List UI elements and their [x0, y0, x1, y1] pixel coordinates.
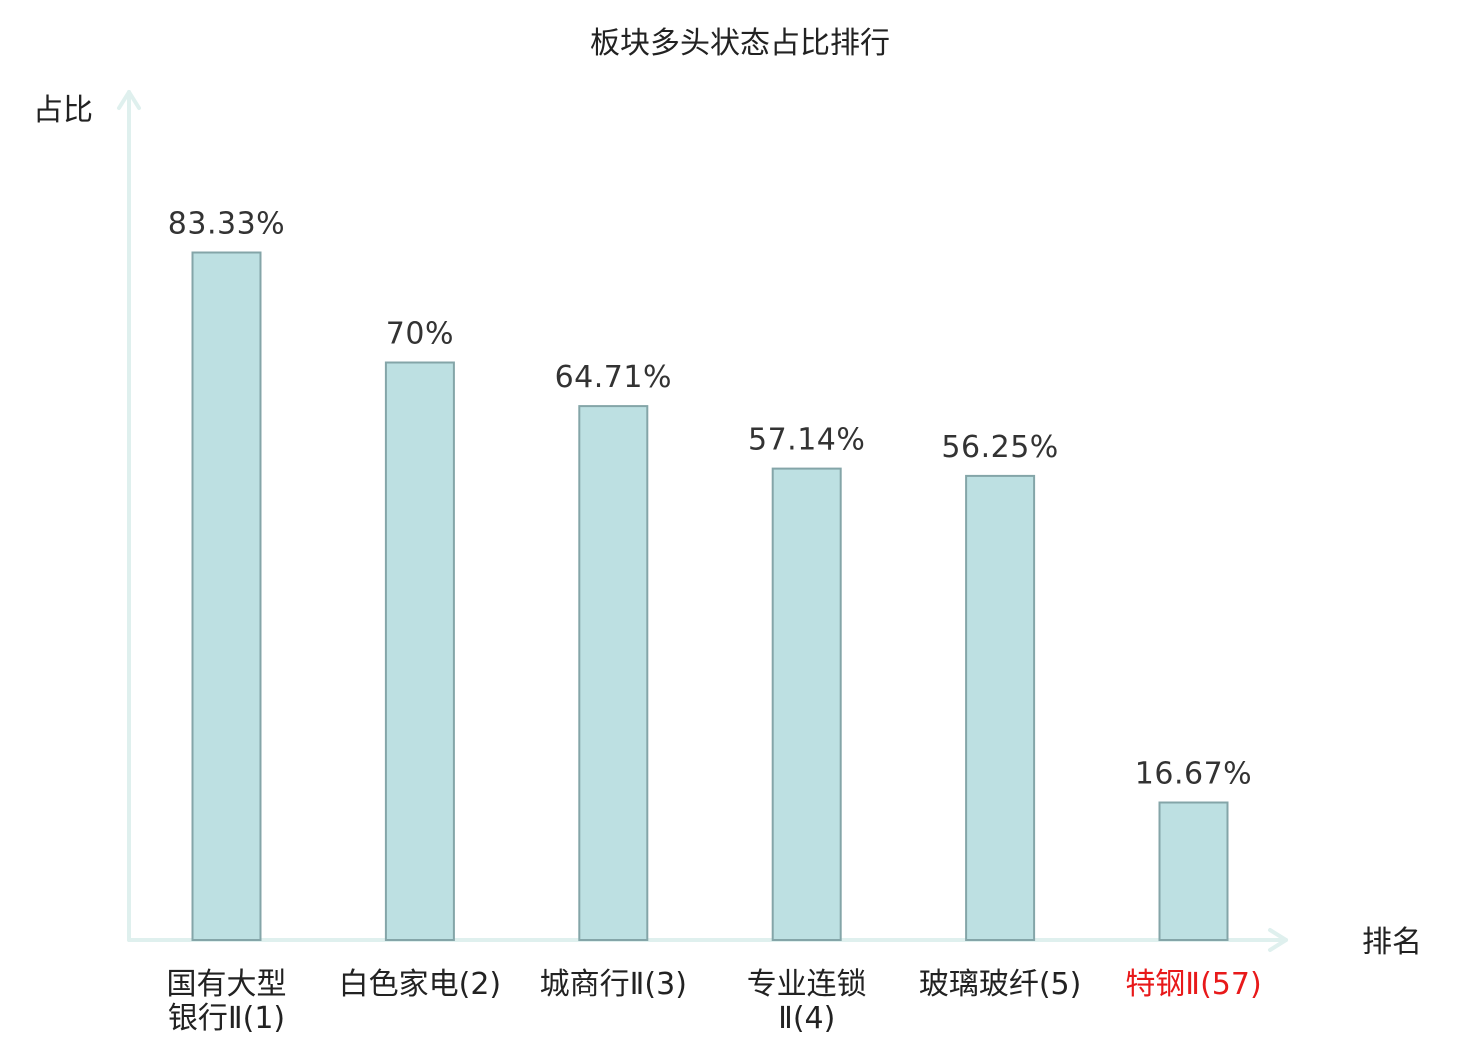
y-axis-label: 占比 [33, 93, 93, 128]
y-axis-arrow-icon [117, 90, 141, 110]
bar [1158, 801, 1229, 941]
bars [191, 251, 1229, 942]
category-label: 国有大型银行Ⅱ(1) [167, 967, 287, 1036]
bar [384, 361, 455, 941]
category-label: 玻璃玻纤(5) [919, 967, 1082, 1002]
value-label: 16.67% [1135, 757, 1252, 792]
x-axis-arrow-icon [1268, 928, 1288, 952]
category-labels: 国有大型银行Ⅱ(1) 白色家电(2) 城商行Ⅱ(3) 专业连锁 Ⅱ(4) 玻璃玻纤(5) 特… [167, 967, 1262, 1036]
bar [578, 405, 649, 942]
bar [965, 474, 1036, 941]
bar [191, 251, 262, 941]
x-axis-label: 排名 [1362, 925, 1422, 960]
category-label: 白色家电(2) [339, 967, 502, 1002]
category-label: 城商行Ⅱ(3) [540, 967, 687, 1002]
value-label: 64.71% [555, 360, 672, 395]
chart-title: 板块多头状态占比排行 [590, 26, 890, 61]
category-label: 特钢Ⅱ(57) [1125, 967, 1261, 1002]
value-label: 57.14% [748, 423, 865, 458]
category-label: 专业连锁 Ⅱ(4) [747, 967, 867, 1036]
bar [771, 467, 842, 941]
value-label: 70% [386, 317, 454, 352]
axes [117, 90, 1288, 952]
value-labels: 83.33% 70% 64.71% 57.14% 56.25% 16.67% [168, 207, 1252, 792]
value-label: 56.25% [941, 430, 1058, 465]
value-label: 83.33% [168, 207, 285, 242]
